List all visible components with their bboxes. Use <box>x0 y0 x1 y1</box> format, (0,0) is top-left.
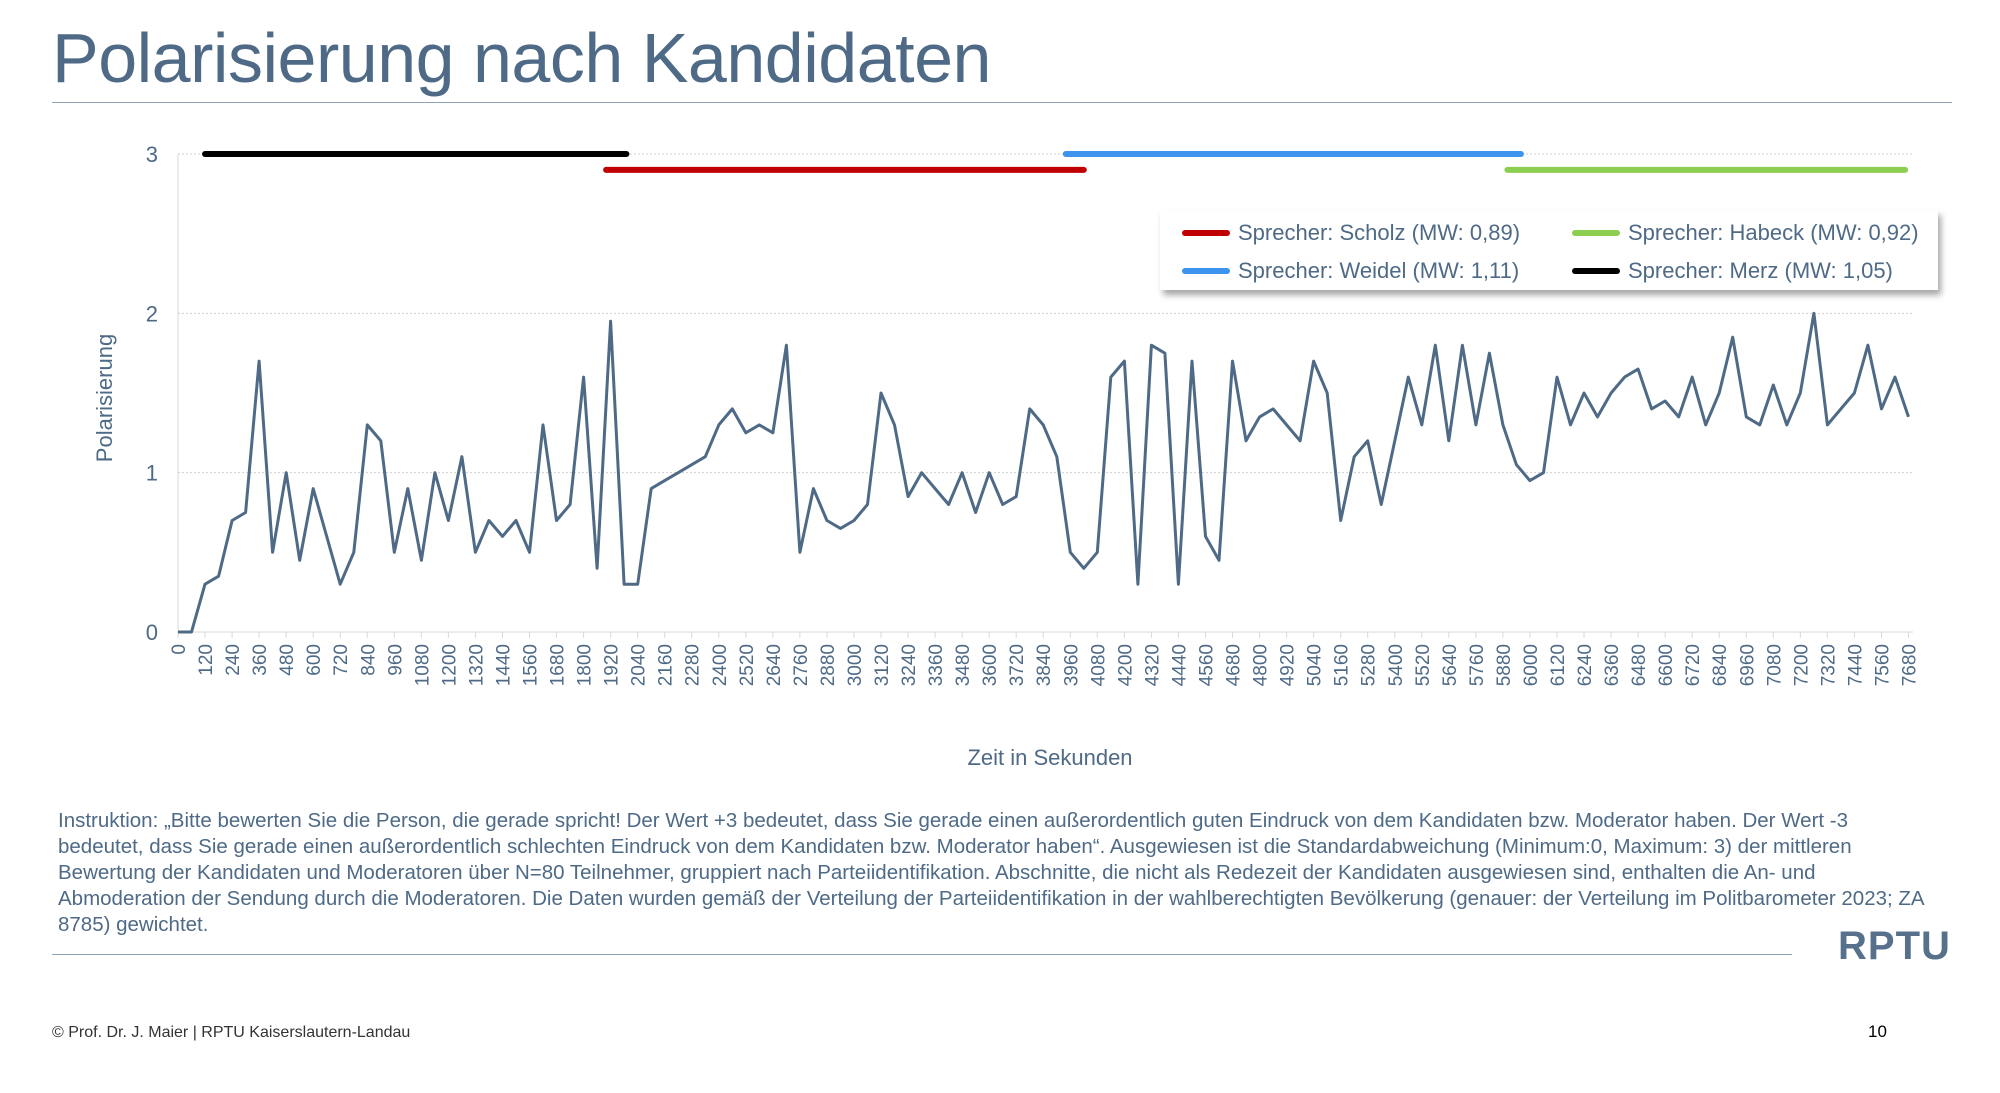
rptu-logo: RPTU <box>1838 924 1951 968</box>
legend-item-scholz: Sprecher: Scholz (MW: 0,89) <box>1182 220 1520 246</box>
x-tick-label: 7440 <box>1845 644 1866 686</box>
x-tick-label: 3840 <box>1034 644 1055 686</box>
x-tick-label: 1200 <box>439 644 460 686</box>
x-tick-label: 600 <box>304 644 325 676</box>
polarisation-chart: 0 1 2 3 0 120 240 360 480 600 720 840 960 1080 1200 132… <box>146 142 1921 686</box>
x-tick-label: 3000 <box>845 644 866 686</box>
x-tick-label: 3960 <box>1061 644 1082 686</box>
x-tick-label: 2280 <box>683 644 704 686</box>
x-tick-label: 5760 <box>1467 644 1488 686</box>
x-tick-label: 3480 <box>953 644 974 686</box>
instruction-note: Instruktion: „Bitte bewerten Sie die Per… <box>58 809 1924 936</box>
y-axis-label: Polarisierung <box>92 333 117 463</box>
x-tick-label: 7560 <box>1872 644 1893 686</box>
x-tick-label: 5640 <box>1440 644 1461 686</box>
legend-label: Sprecher: Merz (MW: 1,05) <box>1628 258 1893 283</box>
legend-label: Sprecher: Weidel (MW: 1,11) <box>1238 258 1520 283</box>
y-tick-label: 1 <box>146 461 158 486</box>
x-tick-label: 6720 <box>1683 644 1704 686</box>
chart-legend: Sprecher: Scholz (MW: 0,89) Sprecher: Ha… <box>1160 210 1938 290</box>
x-tick-label: 2160 <box>656 644 677 686</box>
x-tick-label: 1560 <box>521 644 542 686</box>
x-tick-label: 6240 <box>1575 644 1596 686</box>
x-tick-label: 2760 <box>791 644 812 686</box>
x-tick-label: 3120 <box>872 644 893 686</box>
x-tick-label: 120 <box>196 644 217 676</box>
x-tick-label: 3720 <box>1007 644 1028 686</box>
x-tick-label: 720 <box>331 644 352 676</box>
x-tick-label: 7680 <box>1899 644 1920 686</box>
x-tick-label: 4440 <box>1169 644 1190 686</box>
x-tick-label: 2640 <box>764 644 785 686</box>
x-tick-label: 7080 <box>1764 644 1785 686</box>
legend-swatch-weidel <box>1182 268 1230 274</box>
legend-swatch-merz <box>1572 268 1620 274</box>
x-tick-label: 4320 <box>1142 644 1163 686</box>
footer-copyright: © Prof. Dr. J. Maier | RPTU Kaiserslaute… <box>52 1024 411 1041</box>
series-line <box>178 311 1910 634</box>
y-tick-label: 0 <box>146 620 158 645</box>
x-tick-label: 6360 <box>1602 644 1623 686</box>
x-tick-label: 4560 <box>1196 644 1217 686</box>
legend-label: Sprecher: Scholz (MW: 0,89) <box>1238 220 1521 245</box>
x-tick-label: 2880 <box>818 644 839 686</box>
x-tick-label: 360 <box>250 644 271 676</box>
x-tick-label: 6000 <box>1521 644 1542 686</box>
legend-swatch-habeck <box>1572 230 1620 236</box>
x-tick-label: 2520 <box>737 644 758 686</box>
legend-item-weidel: Sprecher: Weidel (MW: 1,11) <box>1182 258 1519 284</box>
x-tick-label: 1080 <box>412 644 433 686</box>
y-tick-label: 3 <box>146 142 158 167</box>
x-tick-label: 240 <box>223 644 244 676</box>
x-tick-label: 6600 <box>1656 644 1677 686</box>
footer-divider <box>52 954 1792 955</box>
x-tick-label: 7320 <box>1818 644 1839 686</box>
y-tick-label: 2 <box>146 301 158 326</box>
x-tick-label: 6840 <box>1710 644 1731 686</box>
x-tick-label: 5280 <box>1359 644 1380 686</box>
x-tick-label: 4680 <box>1224 644 1245 686</box>
x-tick-label: 1680 <box>548 644 569 686</box>
x-axis-label: Zeit in Sekunden <box>967 745 1133 770</box>
x-tick-label: 6120 <box>1548 644 1569 686</box>
x-tick-label: 7200 <box>1791 644 1812 686</box>
x-tick-label: 1800 <box>575 644 596 686</box>
x-tick-label: 3600 <box>980 644 1001 686</box>
x-tick-label: 5400 <box>1386 644 1407 686</box>
x-tick-label: 6960 <box>1737 644 1758 686</box>
x-tick-label: 2400 <box>710 644 731 686</box>
x-tick-label: 4080 <box>1088 644 1109 686</box>
page-number: 10 <box>1868 1022 1887 1041</box>
legend-swatch-scholz <box>1182 230 1230 236</box>
x-tick-label: 1320 <box>466 644 487 686</box>
legend-item-habeck: Sprecher: Habeck (MW: 0,92) <box>1572 220 1919 246</box>
x-tick-label: 840 <box>358 644 379 676</box>
page-title: Polarisierung nach Kandidaten <box>52 19 991 97</box>
x-tick-label: 6480 <box>1629 644 1650 686</box>
x-tick-label: 1920 <box>602 644 623 686</box>
x-tick-label: 960 <box>385 644 406 676</box>
x-tick-label: 480 <box>277 644 298 676</box>
title-divider <box>52 102 1952 103</box>
x-tick-label: 1440 <box>493 644 514 686</box>
x-tick-label: 5520 <box>1413 644 1434 686</box>
x-tick-label: 0 <box>169 644 190 655</box>
x-tick-label: 4200 <box>1115 644 1136 686</box>
legend-item-merz: Sprecher: Merz (MW: 1,05) <box>1572 258 1893 284</box>
x-tick-label: 3240 <box>899 644 920 686</box>
x-tick-label: 2040 <box>629 644 650 686</box>
x-tick-label: 3360 <box>926 644 947 686</box>
x-tick-label: 4920 <box>1278 644 1299 686</box>
x-tick-label: 5040 <box>1305 644 1326 686</box>
x-tick-label: 4800 <box>1251 644 1272 686</box>
legend-label: Sprecher: Habeck (MW: 0,92) <box>1628 220 1919 245</box>
x-tick-label: 5160 <box>1332 644 1353 686</box>
x-tick-label: 5880 <box>1494 644 1515 686</box>
